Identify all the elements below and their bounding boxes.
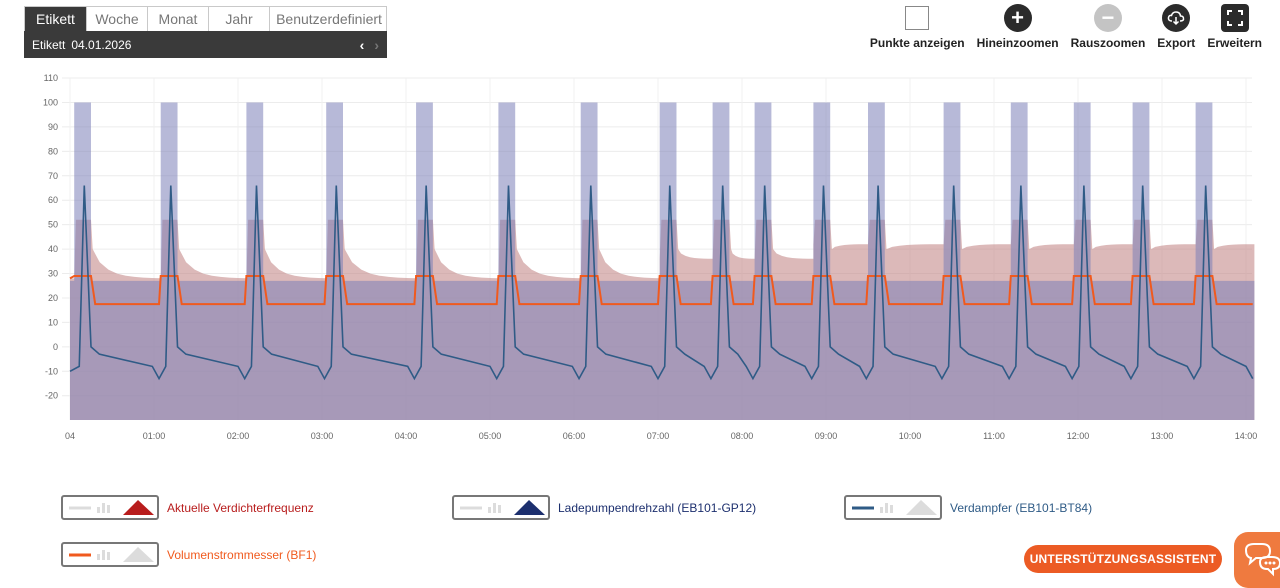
charge-pump-speed-area [70, 102, 1255, 421]
x-tick-label: 04 [65, 431, 75, 441]
x-tick-label: 12:00 [1067, 431, 1090, 441]
support-assistant-button[interactable]: UNTERSTÜTZUNGSASSISTENT [1024, 545, 1222, 573]
y-tick-label: -20 [45, 391, 58, 401]
y-tick-label: 30 [48, 269, 58, 279]
chevron-left-icon[interactable]: ‹ [359, 36, 365, 53]
legend-item-flow-meter[interactable]: Volumenstrommesser (BF1) [61, 542, 316, 567]
zoom-in-button[interactable]: + Hineinzoomen [977, 4, 1059, 50]
cloud-download-icon [1162, 4, 1191, 32]
zoom-out-label: Rauszoomen [1070, 36, 1146, 50]
y-tick-label: 0 [53, 342, 58, 352]
legend-label: Aktuelle Verdichterfrequenz [167, 500, 314, 515]
y-tick-label: 100 [43, 97, 58, 107]
date-value: 04.01.2026 [71, 37, 132, 52]
legend-label: Volumenstrommesser (BF1) [167, 547, 317, 562]
checkbox-icon[interactable] [905, 6, 930, 30]
x-tick-label: 13:00 [1151, 431, 1174, 441]
y-tick-label: 60 [48, 195, 58, 205]
y-tick-label: 70 [48, 171, 58, 181]
y-tick-label: 40 [48, 244, 58, 254]
legend-toggle[interactable] [61, 495, 159, 520]
export-button[interactable]: Export [1157, 4, 1195, 50]
legend-item-compressor-frequency[interactable]: Aktuelle Verdichterfrequenz [61, 495, 314, 520]
chat-button[interactable] [1234, 532, 1280, 588]
y-tick-label: 10 [48, 317, 58, 327]
y-tick-label: 90 [48, 122, 58, 132]
tab-custom[interactable]: Benutzerdefiniert [276, 11, 382, 27]
legend-toggle[interactable] [452, 495, 550, 520]
chart-toolbar: Punkte anzeigen + Hineinzoomen − Rauszoo… [858, 4, 1262, 50]
x-tick-label: 05:00 [479, 431, 502, 441]
chart-series [69, 102, 1255, 421]
period-tabs: Etikett Woche Monat Jahr Benutzerdefinie… [24, 6, 387, 31]
legend-label: Verdampfer (EB101-BT84) [950, 500, 1093, 515]
legend-label: Ladepumpendrehzahl (EB101-GP12) [558, 500, 757, 515]
x-tick-label: 09:00 [815, 431, 838, 441]
x-axis-ticks: 04 01:00 02:00 03:00 04:00 05:00 06:00 07:00 08:… [65, 431, 1257, 441]
y-tick-label: 110 [44, 73, 58, 83]
x-tick-label: 10:00 [899, 431, 922, 441]
x-tick-label: 02:00 [227, 431, 250, 441]
x-tick-label: 03:00 [311, 431, 334, 441]
x-tick-label: 01:00 [143, 431, 166, 441]
x-tick-label: 08:00 [731, 431, 754, 441]
x-tick-label: 06:00 [563, 431, 586, 441]
date-bar: Etikett 04.01.2026 ‹ › [24, 31, 387, 58]
tab-week[interactable]: Woche [87, 7, 148, 31]
flow-meter-line [69, 274, 1253, 306]
legend-toggle[interactable] [61, 542, 159, 567]
x-tick-label: 14:00 [1235, 431, 1258, 441]
legend-item-charge-pump-speed[interactable]: Ladepumpendrehzahl (EB101-GP12) [452, 495, 756, 520]
tab-year[interactable]: Jahr [209, 7, 270, 31]
y-tick-label: 50 [48, 220, 58, 230]
expand-button[interactable]: Erweitern [1207, 4, 1262, 50]
period-selector: Etikett Woche Monat Jahr Benutzerdefinie… [24, 6, 387, 58]
zoom-in-label: Hineinzoomen [976, 36, 1059, 50]
expand-icon [1220, 4, 1249, 32]
legend-item-evaporator[interactable]: Verdampfer (EB101-BT84) [844, 495, 1092, 520]
date-label: Etikett [32, 37, 66, 52]
plus-icon: + [1003, 4, 1032, 32]
chat-bubbles-icon [1244, 543, 1280, 577]
y-tick-label: -10 [45, 366, 58, 376]
zoom-out-button: − Rauszoomen [1070, 4, 1146, 50]
show-points-label: Punkte anzeigen [869, 36, 965, 50]
tab-day[interactable]: Etikett [25, 7, 87, 31]
x-tick-label: 07:00 [647, 431, 670, 441]
legend-toggle[interactable] [844, 495, 942, 520]
y-tick-label: 20 [48, 293, 58, 303]
x-tick-label: 11:00 [983, 431, 1005, 441]
show-points-toggle[interactable]: Punkte anzeigen [870, 4, 965, 50]
evaporator-line [69, 185, 1254, 381]
tab-month[interactable]: Monat [148, 7, 209, 31]
x-tick-label: 04:00 [395, 431, 418, 441]
export-label: Export [1157, 36, 1196, 50]
minus-icon: − [1093, 4, 1122, 32]
expand-label: Erweitern [1207, 36, 1262, 50]
chevron-right-icon: › [374, 36, 379, 53]
y-tick-label: 80 [48, 146, 58, 156]
